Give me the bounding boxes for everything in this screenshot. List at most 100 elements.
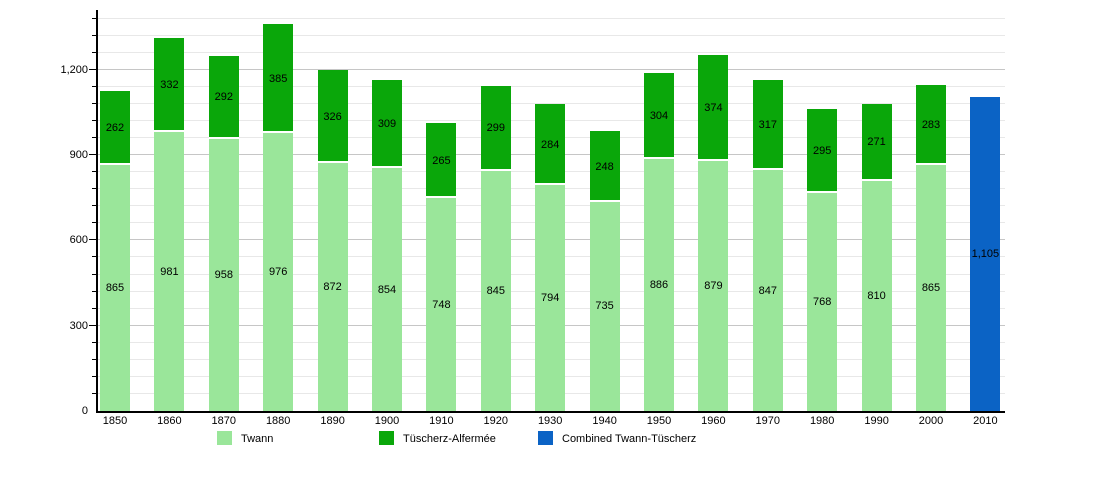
bar-segment-1850: [100, 90, 130, 165]
bar-1910: 748 265: [426, 122, 457, 411]
bar-1880: 976 385: [263, 23, 294, 411]
y-axis-tick: [92, 358, 96, 360]
minor-gridline: [98, 102, 1005, 104]
y-axis-label: 900: [69, 149, 88, 162]
bar-value-label: 304: [649, 109, 669, 122]
x-axis-label: 2010: [973, 415, 998, 427]
major-gridline: [98, 68, 1005, 70]
bar-segment-1980: [807, 108, 838, 193]
x-axis-label: 1900: [374, 415, 400, 427]
bar-value-label: 748: [432, 298, 451, 311]
bar-1870: 958 292: [208, 55, 239, 411]
bar-value-label: 847: [758, 284, 777, 297]
bar-1900: 854 309: [372, 80, 402, 411]
bar-1890: 872 326: [317, 70, 348, 411]
y-axis-line: [96, 10, 98, 413]
y-axis-tick: [92, 171, 96, 173]
bar-1940: 735 248: [589, 131, 620, 411]
y-axis-tick: [92, 51, 96, 53]
bar-segment-1890: [317, 70, 348, 164]
bar-value-label: 374: [704, 101, 723, 114]
y-axis-tick: [92, 290, 96, 292]
bar-1850: 865 262: [100, 90, 130, 411]
x-axis-line: [96, 411, 1005, 413]
bar-segment-1880: [263, 133, 294, 411]
x-axis-label: 1910: [429, 415, 454, 427]
x-axis-label: 1960: [701, 415, 726, 427]
x-axis-label: 1850: [102, 415, 128, 427]
bar-value-label: 271: [867, 136, 886, 149]
bar-value-label: 317: [758, 119, 777, 132]
y-axis-tick: [92, 256, 96, 258]
bar-segment-1970: [752, 79, 783, 171]
bar-value-label: 810: [867, 289, 886, 302]
legend-label: Combined Twann-Tüscherz: [562, 432, 697, 445]
minor-gridline: [98, 34, 1005, 36]
bar-segment-1940: [589, 131, 620, 202]
x-axis-label: 1880: [265, 415, 291, 427]
bar-value-label: 886: [649, 279, 669, 292]
bar-1970: 847 317: [752, 79, 783, 411]
bar-value-label: 248: [595, 160, 614, 173]
bar-segment-1860: [154, 37, 185, 133]
y-axis-tick: [92, 375, 96, 377]
y-axis-tick: [92, 17, 96, 19]
bar-value-label: 854: [377, 283, 397, 296]
bar-segment-1960: [698, 161, 729, 411]
bar-segment-1990: [861, 180, 892, 411]
legend-item: Tüscherz-Alfermée: [379, 430, 496, 446]
bar-value-label: 981: [160, 265, 179, 278]
minor-gridline: [98, 17, 1005, 19]
y-axis-tick: [92, 341, 96, 343]
y-axis-tick: [92, 34, 96, 36]
bar-value-label: 768: [813, 295, 832, 308]
x-axis-label: 1860: [157, 415, 182, 427]
minor-gridline: [98, 51, 1005, 53]
bar-value-label: 872: [323, 281, 342, 294]
bar-value-label: 295: [813, 144, 832, 157]
bar-1990: 810 271: [861, 103, 892, 411]
bar-segment-1850: [100, 165, 130, 411]
y-axis-label: 1,200: [60, 63, 88, 76]
bar-2010: 1,105: [970, 96, 1001, 411]
bar-value-label: 1,105: [971, 247, 1000, 260]
y-axis-tick: [89, 324, 96, 326]
bar-value-label: 958: [214, 268, 233, 281]
y-axis-tick: [89, 154, 96, 156]
bar-segment-1930: [535, 104, 566, 186]
plot-area: 865 262 981 332 958 292 976 385 872 326 854 309 748 2…: [89, 10, 1005, 413]
bar-segment-1960: [698, 54, 729, 162]
y-axis-tick: [92, 392, 96, 394]
bar-value-label: 326: [323, 110, 342, 123]
minor-gridline: [98, 85, 1005, 87]
x-axis-label: 1920: [483, 415, 509, 427]
y-axis-tick: [92, 222, 96, 224]
bar-value-label: 976: [269, 266, 288, 279]
bar-value-label: 794: [541, 292, 560, 305]
bar-value-label: 262: [105, 121, 125, 134]
legend-label: Twann: [241, 432, 274, 445]
bar-1950: 886 304: [644, 72, 674, 411]
bar-segment-1970: [752, 170, 783, 411]
bar-segment-1920: [480, 85, 511, 171]
bar-segment-1870: [208, 55, 239, 139]
bar-segment-1950: [644, 159, 674, 411]
bar-value-label: 845: [486, 284, 505, 297]
legend-swatch: [379, 430, 394, 445]
bar-2000: 865 283: [916, 84, 946, 411]
bar-segment-1980: [807, 192, 838, 411]
x-axis-label: 1890: [320, 415, 345, 427]
bar-1930: 794 284: [535, 104, 566, 411]
bar-value-label: 865: [105, 282, 125, 294]
bar-segment-1910: [426, 198, 457, 411]
y-axis-label: 300: [69, 319, 88, 332]
bar-segment-1880: [263, 23, 294, 134]
y-axis-tick: [92, 102, 96, 104]
bar-value-label: 309: [377, 118, 397, 131]
x-axis-label: 1980: [809, 415, 835, 427]
bar-segment-1890: [317, 163, 348, 411]
bar-value-label: 332: [160, 78, 179, 91]
bar-1960: 879 374: [698, 54, 729, 411]
legend-swatch: [538, 430, 553, 445]
